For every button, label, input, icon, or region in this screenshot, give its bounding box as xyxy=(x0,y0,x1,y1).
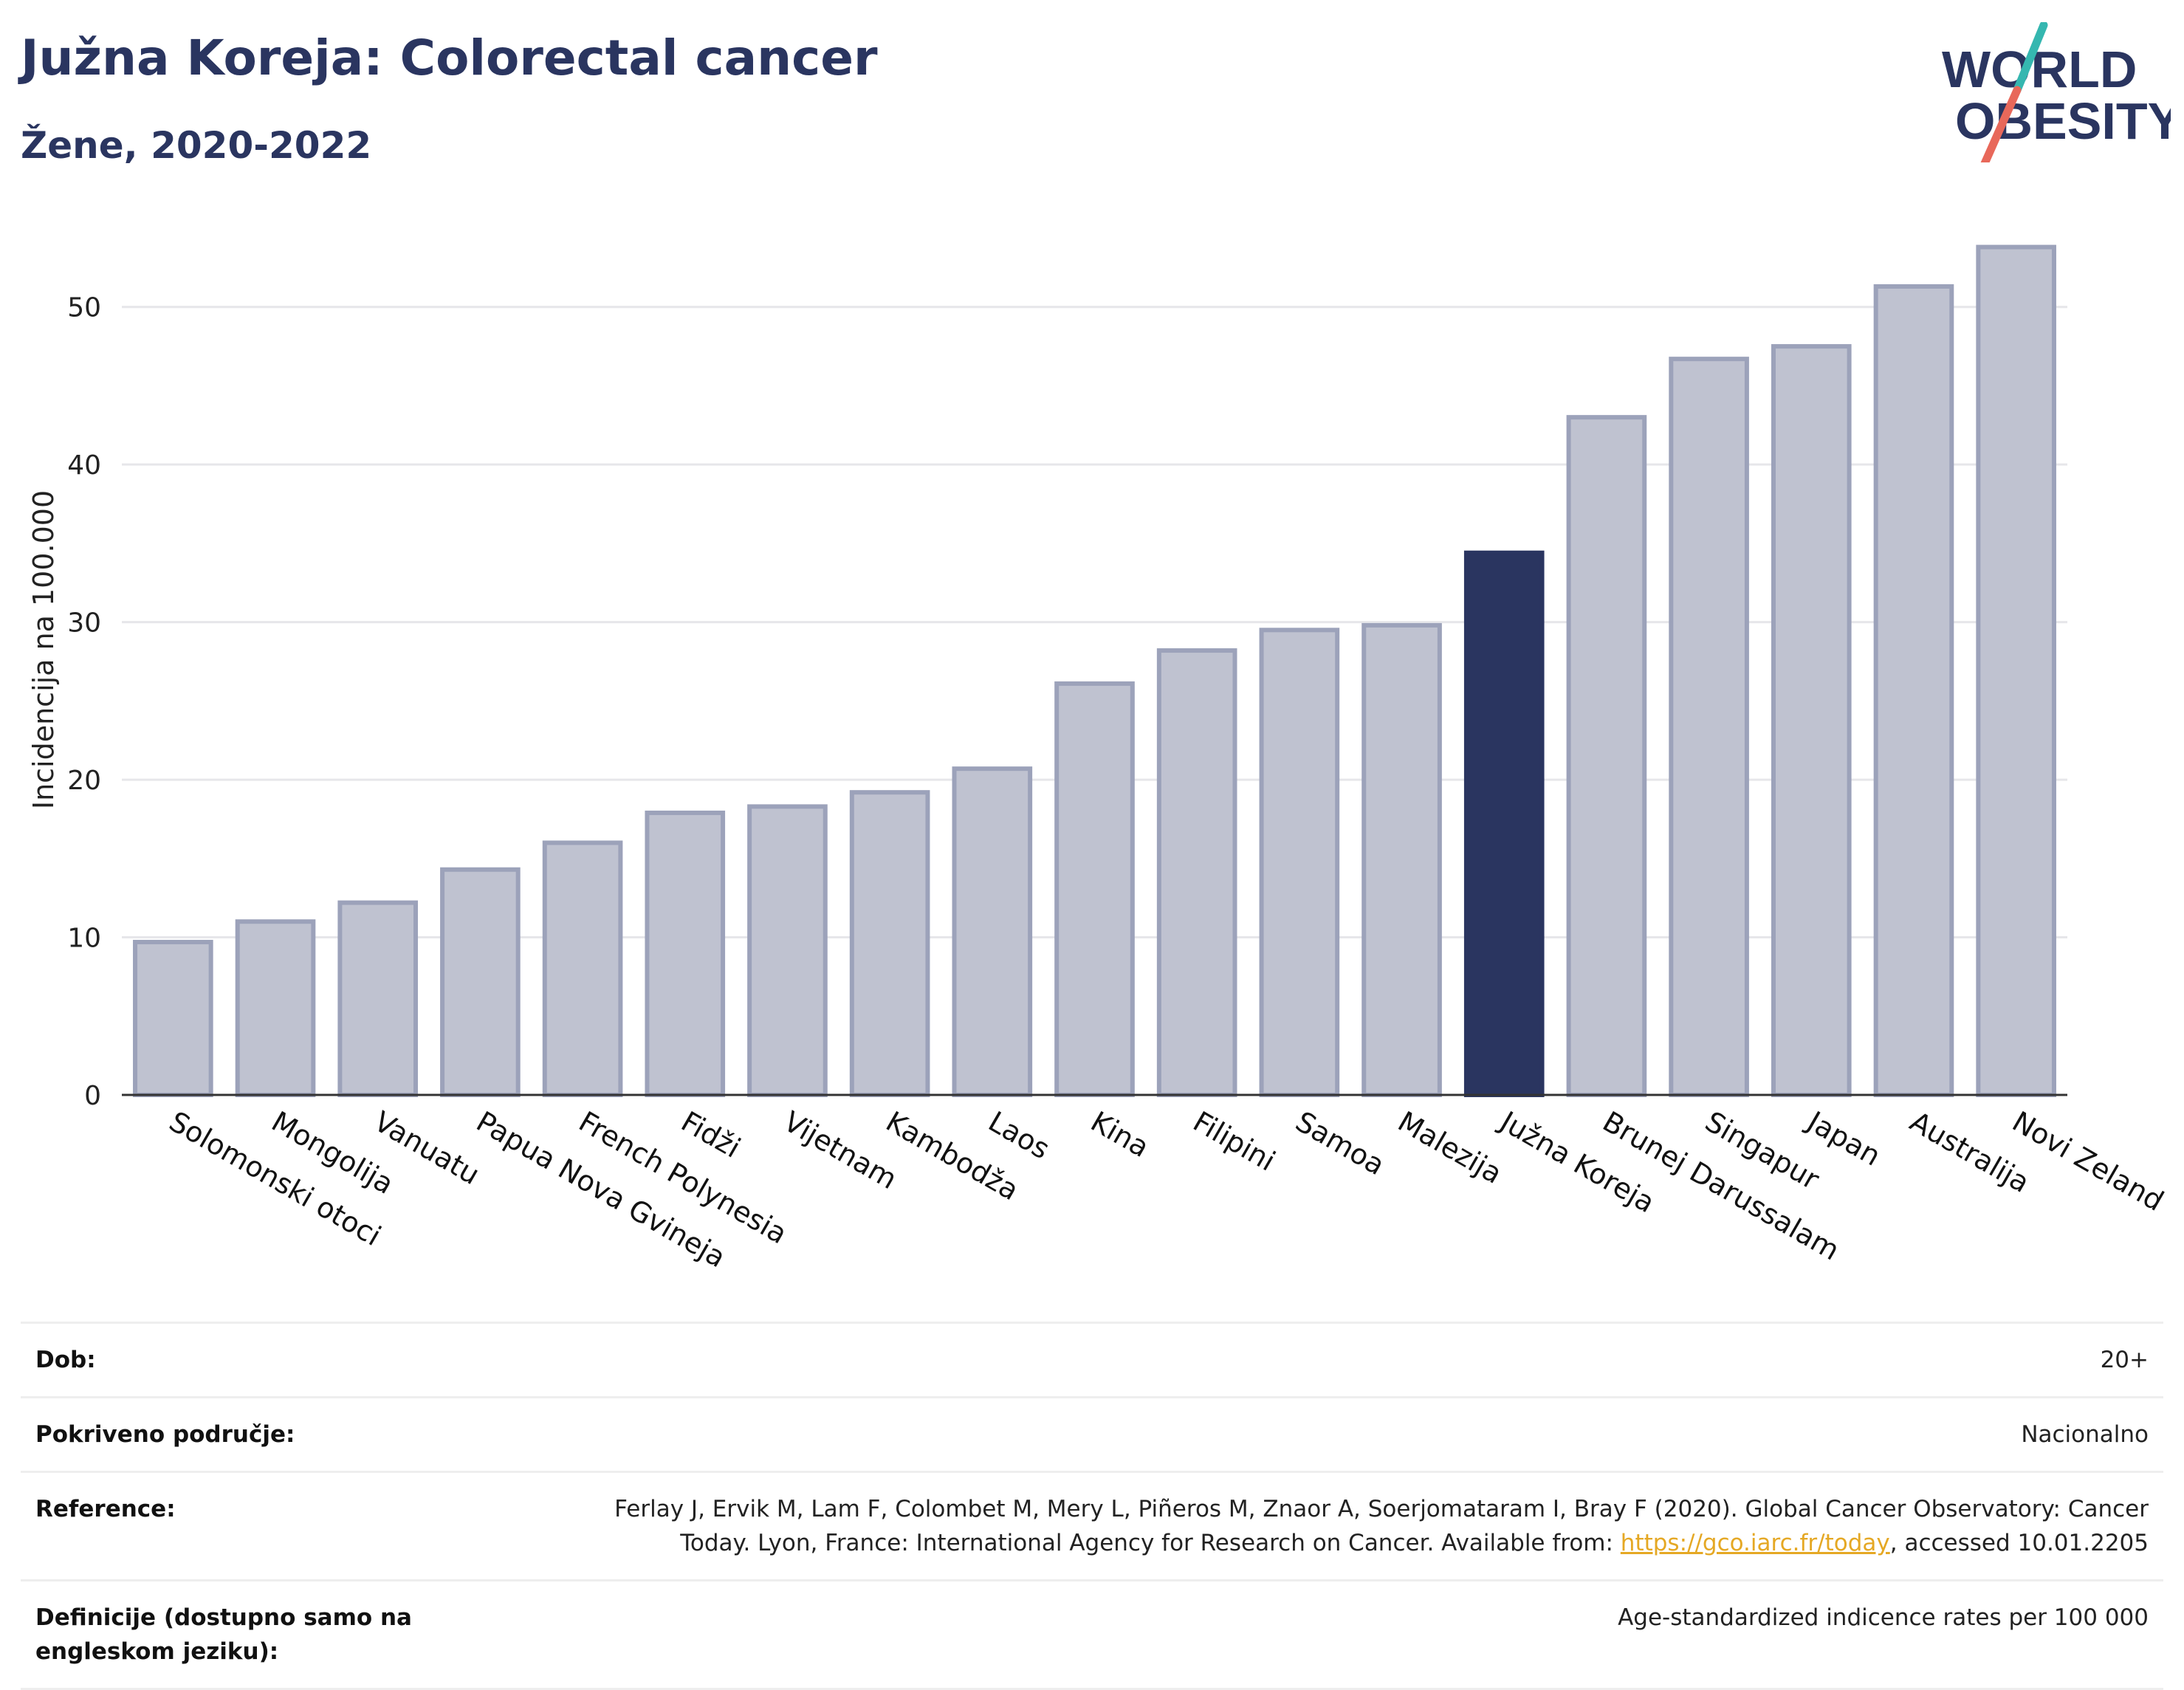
coverage-label: Pokriveno područje: xyxy=(35,1421,295,1448)
y-tick-label: 50 xyxy=(67,293,101,323)
reference-text-line2: Today. Lyon, France: International Agenc… xyxy=(680,1530,1613,1556)
bar xyxy=(747,804,828,1097)
logo-slash-red xyxy=(1980,86,2022,162)
age-label: Dob: xyxy=(35,1347,96,1373)
world-obesity-logo: WORLD OBESITY xyxy=(1942,22,2171,162)
bar xyxy=(1669,357,1749,1097)
y-axis-label: Incidencija na 100.000 xyxy=(27,490,60,809)
chart-subtitle: Žene, 2020-2022 xyxy=(21,124,372,167)
x-tick-label: Filipini xyxy=(1188,1105,1281,1178)
coverage-value: Nacionalno xyxy=(2021,1421,2149,1448)
y-tick-label: 40 xyxy=(67,450,101,481)
meta-row-reference: Reference: Ferlay J, Ervik M, Lam F, Col… xyxy=(21,1473,2163,1581)
reference-label: Reference: xyxy=(35,1496,176,1522)
age-value: 20+ xyxy=(2100,1347,2149,1373)
bar xyxy=(849,790,930,1097)
y-tick-label: 30 xyxy=(67,608,101,639)
bar xyxy=(133,939,213,1097)
bar xyxy=(235,919,316,1097)
bar xyxy=(440,867,521,1097)
reference-text-line2-wrap: Today. Lyon, France: International Agenc… xyxy=(552,1526,2149,1560)
bar xyxy=(1771,344,1852,1098)
x-tick-label: Kina xyxy=(1085,1105,1155,1164)
bar xyxy=(1156,648,1237,1097)
bar xyxy=(1259,628,1340,1097)
bars xyxy=(133,244,2056,1098)
bar xyxy=(1566,415,1647,1097)
bar xyxy=(1361,622,1442,1097)
bar xyxy=(337,900,419,1097)
meta-row-age: Dob: 20+ xyxy=(21,1324,2163,1398)
reference-value: Ferlay J, Ervik M, Lam F, Colombet M, Me… xyxy=(552,1492,2149,1560)
meta-row-definitions: Definicije (dostupno samo na engleskom j… xyxy=(21,1581,2163,1690)
bar xyxy=(1873,284,1954,1098)
definitions-value: Age-standardized indicence rates per 100… xyxy=(1618,1604,2149,1631)
x-tick-label: Fidži xyxy=(676,1105,746,1164)
bar xyxy=(1054,681,1135,1097)
metadata-table: Dob: 20+ Pokriveno područje: Nacionalno … xyxy=(21,1322,2163,1690)
bar-highlighted xyxy=(1463,550,1545,1097)
bar xyxy=(542,840,623,1098)
logo-text-world: WORLD xyxy=(1942,41,2137,98)
meta-row-coverage: Pokriveno područje: Nacionalno xyxy=(21,1398,2163,1473)
x-tick-label: Laos xyxy=(983,1105,1055,1166)
y-tick-label: 20 xyxy=(67,766,101,796)
bar xyxy=(952,766,1033,1097)
y-tick-label: 10 xyxy=(67,924,101,954)
x-tick-label: Samoa xyxy=(1290,1105,1390,1182)
logo-slash-teal xyxy=(2013,22,2048,95)
reference-link[interactable]: https://gco.iarc.fr/today xyxy=(1620,1530,1890,1556)
reference-accessed: , accessed 10.01.2205 xyxy=(1889,1530,2149,1556)
x-tick-label: Vijetnam xyxy=(778,1105,902,1196)
y-tick-label: 0 xyxy=(84,1081,101,1111)
x-tick-label: Novi Zeland xyxy=(2007,1105,2169,1217)
x-tick-label: Malezija xyxy=(1393,1105,1508,1190)
definitions-label: Definicije (dostupno samo na engleskom j… xyxy=(35,1604,412,1665)
bar xyxy=(645,810,726,1098)
bar xyxy=(1976,244,2056,1098)
chart-title: Južna Koreja: Colorectal cancer xyxy=(21,30,878,86)
reference-text-line1: Ferlay J, Ervik M, Lam F, Colombet M, Me… xyxy=(614,1496,2149,1522)
